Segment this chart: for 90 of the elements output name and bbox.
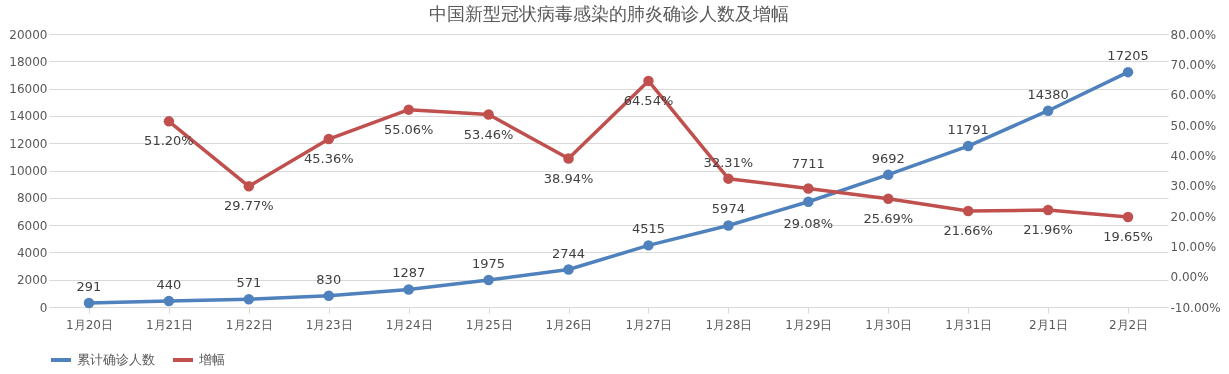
- data-label: 17205: [1107, 48, 1149, 64]
- x-tick-label: 1月29日: [785, 317, 833, 332]
- point: [323, 133, 334, 145]
- x-tick-label: 1月31日: [945, 317, 993, 332]
- y2-tick-label: 20.00%: [1170, 209, 1217, 224]
- data-label: 9692: [871, 150, 905, 166]
- x-tick-label: 2月2日: [1108, 317, 1149, 332]
- data-label: 29.08%: [783, 216, 834, 232]
- point: [883, 193, 894, 204]
- point: [163, 295, 175, 307]
- y2-tick-label: 10.00%: [1170, 239, 1217, 254]
- legend-label: 累计确诊人数: [77, 352, 155, 367]
- y2-tick-label: 50.00%: [1170, 118, 1217, 133]
- data-label: 4515: [631, 221, 666, 237]
- y-tick-label: 2000: [16, 273, 48, 288]
- y2-tick-label: 40.00%: [1170, 148, 1217, 163]
- x-tick-label: 1月24日: [385, 317, 433, 332]
- point: [403, 104, 414, 115]
- data-label: 38.94%: [543, 170, 594, 186]
- data-label: 21.66%: [943, 222, 993, 238]
- y2-tick-label: 0.00%: [1170, 270, 1209, 285]
- x-tick-label: 2月1日: [1028, 317, 1069, 332]
- y-tick-label: 0: [39, 300, 48, 315]
- point: [883, 169, 894, 180]
- point: [563, 264, 574, 275]
- point: [483, 109, 494, 120]
- y-tick-label: 20000: [9, 27, 48, 42]
- point: [243, 181, 255, 192]
- x-tick-label: 1月25日: [465, 317, 513, 332]
- x-tick-label: 1月21日: [145, 317, 193, 332]
- point: [1122, 211, 1134, 223]
- data-label: 45.36%: [303, 151, 354, 167]
- legend-label: 增幅: [198, 352, 225, 367]
- data-label: 53.46%: [463, 126, 514, 142]
- x-tick-label: 1月27日: [625, 317, 673, 332]
- y-tick-label: 12000: [9, 136, 48, 151]
- data-label: 1975: [472, 256, 506, 272]
- y2-tick-label: 80.00%: [1170, 27, 1217, 42]
- point: [723, 173, 734, 184]
- point: [163, 116, 175, 127]
- point: [723, 220, 734, 231]
- data-label: 7711: [791, 155, 825, 171]
- point: [643, 240, 654, 251]
- x-tick-label: 1月22日: [225, 317, 273, 332]
- data-label: 1287: [392, 265, 426, 281]
- y-tick-label: 8000: [16, 191, 48, 206]
- point: [1042, 204, 1054, 216]
- y-tick-label: 6000: [16, 218, 48, 233]
- point: [323, 290, 334, 301]
- point: [83, 297, 95, 309]
- point: [1042, 105, 1054, 116]
- y-tick-label: 18000: [9, 54, 48, 69]
- data-label: 440: [156, 276, 182, 292]
- data-label: 571: [236, 275, 262, 291]
- y2-tick-label: 30.00%: [1170, 179, 1217, 194]
- point: [1122, 66, 1134, 78]
- y-tick-label: 10000: [9, 164, 48, 178]
- data-label: 25.69%: [863, 210, 914, 226]
- data-label: 21.96%: [1023, 222, 1073, 238]
- data-label: 14380: [1027, 86, 1069, 102]
- y2-tick-label: 60.00%: [1170, 88, 1217, 103]
- data-label: 11791: [947, 122, 989, 138]
- point: [803, 196, 814, 207]
- data-label: 55.06%: [383, 121, 434, 137]
- point: [483, 274, 494, 286]
- point: [962, 140, 974, 152]
- chart-title: 中国新型冠状病毒感染的肺炎确诊人数及增幅: [428, 3, 789, 24]
- point: [643, 75, 654, 87]
- data-label: 830: [316, 271, 342, 287]
- data-label: 29.77%: [224, 198, 274, 214]
- y2-tick-label: 70.00%: [1170, 57, 1217, 72]
- data-label: 5974: [711, 201, 745, 217]
- data-label: 19.65%: [1103, 229, 1153, 245]
- x-tick-label: 1月26日: [545, 317, 593, 332]
- x-tick-label: 1月28日: [705, 317, 753, 332]
- data-label: 291: [76, 279, 102, 295]
- y-tick-label: 4000: [16, 245, 48, 260]
- point: [243, 293, 255, 305]
- y2-tick-label: -10.00%: [1170, 300, 1221, 315]
- x-tick-label: 1月30日: [865, 317, 913, 332]
- x-tick-label: 1月23日: [305, 317, 353, 332]
- y-tick-label: 16000: [9, 82, 48, 97]
- y-tick-label: 14000: [9, 109, 48, 124]
- data-label: 2744: [551, 245, 586, 261]
- point: [803, 183, 814, 194]
- point: [403, 284, 414, 295]
- x-tick-label: 1月20日: [66, 317, 113, 332]
- point: [962, 205, 974, 217]
- data-label: 51.20%: [144, 133, 194, 149]
- point: [563, 153, 574, 164]
